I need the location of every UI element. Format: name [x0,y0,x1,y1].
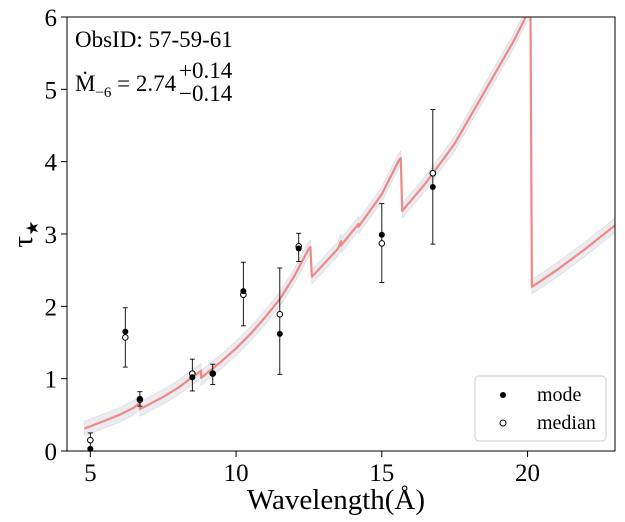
mode-point [122,328,129,335]
y-tick-label: 5 [45,77,58,104]
obsid-annotation: ObsID: 57-59-61 [75,27,233,52]
x-tick-label: 15 [369,460,394,487]
mode-point [136,395,143,402]
mode-point [276,330,283,337]
mode-point [87,445,94,452]
mdot-subscript: −6 [95,85,111,101]
median-point [378,240,386,247]
band-area [84,17,615,437]
mode-point [209,370,216,377]
median-point [121,334,129,341]
x-tick-label: 20 [515,460,540,487]
y-tick-label: 6 [45,5,58,32]
median-point [87,436,94,444]
legend-label-mode: mode [537,384,582,406]
y-axis-label-symbol: τ [7,235,39,247]
y-tick-label: 1 [45,367,58,394]
model-line [84,17,615,430]
mdot-value: = 2.74 [111,71,176,96]
y-axis-label-text: τ★ [7,221,42,248]
y-tick-label: 4 [45,150,58,177]
legend-box [474,375,607,442]
x-tick-label: 10 [224,460,249,487]
median-point [429,169,437,177]
legend-marker-median [499,419,507,427]
legend-marker-mode [500,392,506,398]
y-axis-label-subscript: ★ [23,221,42,236]
x-tick-label: 5 [84,460,97,487]
x-axis: 5 10 15 20 [84,451,540,487]
mdot-annotation: Ṁ−6 = 2.74 +0.14 −0.14 [75,58,233,106]
model-curve [84,17,615,430]
legend: mode median [474,375,607,442]
mode-point [378,231,385,238]
legend-label-median: median [537,412,596,434]
mdot-annotation-main: Ṁ−6 = 2.74 [75,71,177,101]
y-axis: 0 1 2 3 4 5 6 [45,5,67,466]
mdot-symbol: Ṁ [75,71,95,96]
error-bar [277,267,283,375]
mdot-lower-error: −0.14 [179,81,233,106]
y-tick-label: 2 [45,294,58,321]
mode-point [429,183,436,190]
y-axis-label: τ★ [7,221,42,248]
mdot-upper-error: +0.14 [179,58,233,83]
mode-point [295,245,302,252]
mode-point [240,288,247,295]
error-bar [430,109,436,245]
model-uncertainty-band [84,17,615,437]
median-point [276,310,284,318]
y-tick-label: 3 [45,222,58,249]
y-tick-label: 0 [45,439,58,466]
data-points [87,169,437,452]
mode-point [189,374,196,381]
x-axis-label: Wavelength(Å) [247,484,425,516]
